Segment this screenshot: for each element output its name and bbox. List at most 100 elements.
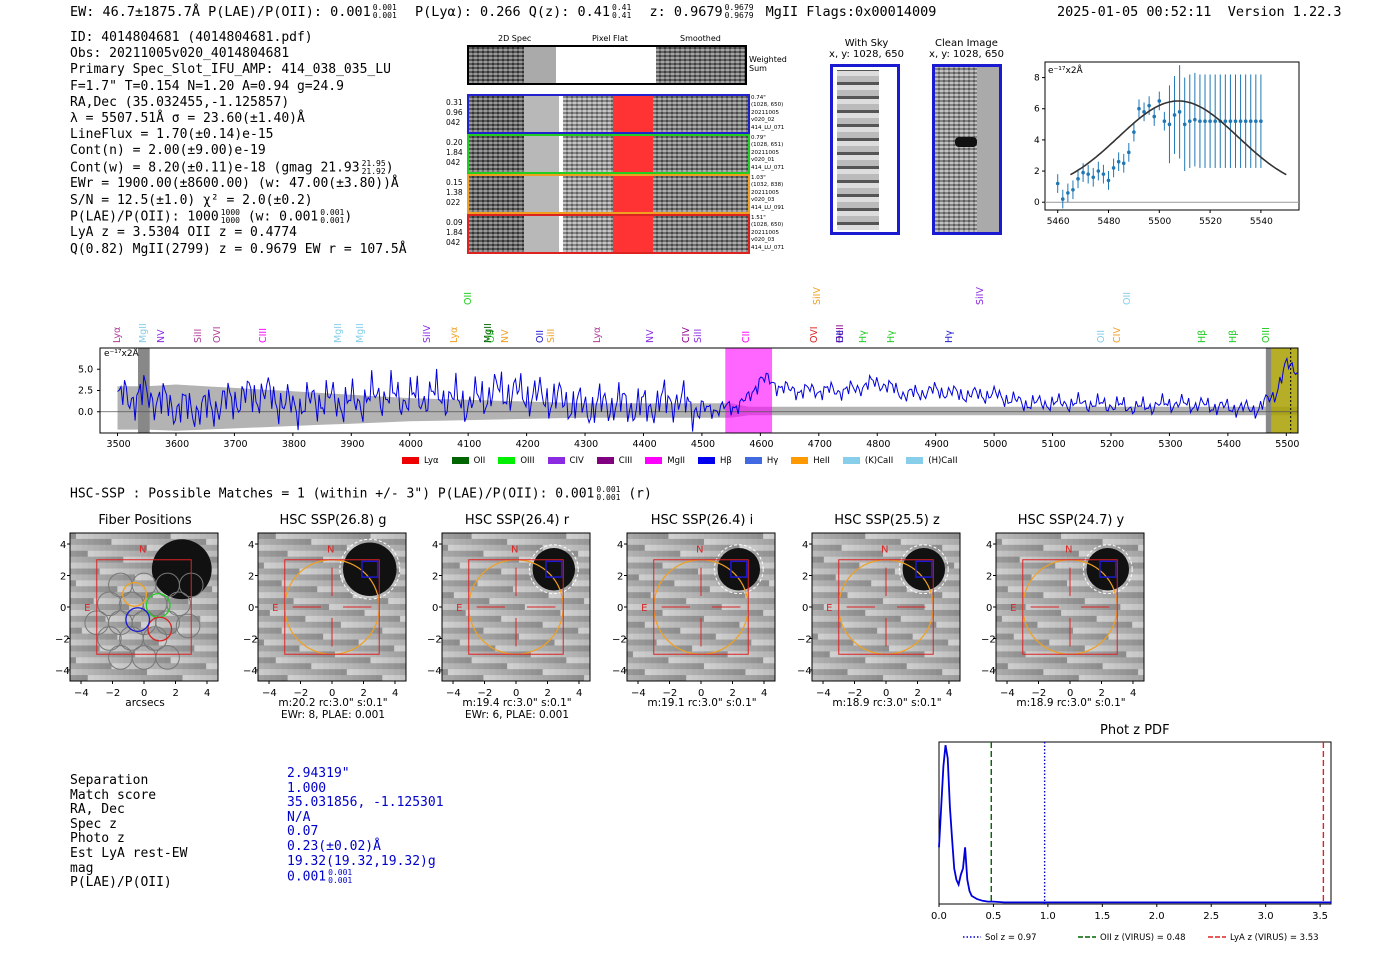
hsc-pixel	[1061, 580, 1068, 587]
hsc-pixel	[75, 562, 83, 570]
hsc-pixel	[578, 645, 585, 652]
hsc-pixel	[75, 675, 83, 682]
hsc-pixel	[358, 538, 366, 546]
hsc-pixel	[1114, 663, 1121, 670]
hsc-pixel	[269, 663, 277, 670]
hsc-pixel	[888, 574, 896, 581]
hsc-pixel	[548, 615, 555, 623]
hsc-pixel	[358, 633, 366, 641]
hsc-pixel	[489, 621, 496, 629]
hsc-pixel	[358, 609, 366, 617]
hsc-pixel	[894, 544, 902, 552]
hsc-pixel	[507, 544, 514, 552]
hsc-pixel	[692, 586, 699, 593]
hsc-pixel	[334, 592, 342, 599]
hsc-pixel	[81, 533, 89, 540]
hsc-pixel	[948, 556, 955, 564]
hsc-pixel	[865, 550, 872, 558]
hsc-pixel	[883, 645, 890, 652]
hsc-pixel	[548, 627, 555, 635]
hsc-pixel	[70, 533, 77, 540]
hsc-pixel	[632, 615, 640, 623]
hsc-pixel	[453, 550, 461, 558]
hsc-pixel	[1132, 615, 1139, 623]
hsc-pixel	[518, 645, 526, 652]
hsc-pixel	[129, 675, 136, 682]
hsc-pixel	[93, 550, 101, 558]
hsc-pixel	[542, 592, 550, 599]
hsc-pixel	[293, 645, 300, 652]
hsc-pixel	[152, 633, 160, 641]
cutout-pixelflat	[563, 216, 613, 252]
hsc-pixel	[1120, 604, 1127, 611]
hsc-pixel	[662, 568, 669, 575]
hsc-pixel	[370, 657, 377, 664]
hsc-pixel	[1025, 615, 1033, 623]
hsc-pixel	[644, 609, 652, 617]
hsc-pixel	[1096, 533, 1104, 540]
hsc-pixel	[888, 663, 896, 670]
hsc-pixel	[1061, 598, 1068, 605]
hsc-pixel	[400, 627, 407, 635]
hsc-pixel	[1120, 663, 1127, 670]
hsc-pixel	[1001, 627, 1009, 635]
hsc-pixel	[305, 580, 312, 587]
hsc-pixel	[1037, 574, 1044, 581]
hsc-pixel	[912, 609, 920, 617]
hsc-pixel	[176, 633, 183, 641]
hsc-pixel	[709, 533, 717, 540]
hsc-pixel	[311, 633, 318, 641]
hsc-pixel	[769, 533, 776, 540]
hsc-pixel	[584, 550, 591, 558]
hsc-pixel	[823, 562, 831, 570]
hsc-pixel	[477, 533, 484, 540]
hsc-pixel	[501, 621, 508, 629]
hsc-pixel	[829, 550, 837, 558]
hsc-pixel	[334, 669, 342, 676]
hsc-pixel	[578, 663, 585, 670]
hsc-pixel	[340, 580, 348, 587]
hsc-pixel	[442, 663, 449, 670]
hsc-pixel	[578, 675, 585, 682]
hsc-pixel	[709, 562, 717, 570]
hsc-pixel	[871, 657, 878, 664]
hsc-pixel	[1031, 633, 1038, 641]
hsc-pixel	[447, 562, 455, 570]
hsc-pixel	[135, 669, 142, 676]
legend-swatch	[547, 457, 565, 464]
cutout-divider	[559, 216, 563, 252]
hsc-pixel	[954, 568, 961, 575]
hsc-pixel	[757, 568, 764, 575]
hsc-pixel	[117, 592, 124, 599]
hsc-pixel	[692, 604, 699, 611]
hsc-pixel	[358, 639, 366, 646]
hsc-pixel	[1037, 538, 1044, 546]
hsc-pixel	[99, 562, 107, 570]
hsc-pixel	[936, 621, 943, 629]
hsc-pixel	[447, 544, 455, 552]
hsc-pixel	[668, 562, 675, 570]
hsc-pixel	[87, 592, 95, 599]
hsc-pixel	[829, 675, 837, 682]
spectrum-mgii-band	[725, 348, 773, 433]
hsc-pixel	[1037, 639, 1044, 646]
hsc-pixel	[584, 586, 591, 593]
hsc-pixel	[1013, 645, 1021, 652]
hsc-pixel	[394, 675, 401, 682]
hsc-pixel	[495, 627, 502, 635]
hsc-pixel	[299, 645, 306, 652]
zoom-point	[1076, 177, 1080, 181]
hsc-pixel	[188, 657, 195, 664]
hsc-pixel	[692, 533, 699, 540]
hsc-pixel	[334, 544, 342, 552]
hsc-pixel	[918, 544, 925, 552]
hsc-pixel	[1049, 550, 1056, 558]
hsc-pixel	[1126, 556, 1133, 564]
hsc-pixel	[388, 669, 395, 676]
hsc-pixel	[388, 651, 395, 658]
hsc-pixel	[1096, 592, 1104, 599]
hsc-pixel	[358, 669, 366, 676]
hsc-pixel	[329, 657, 336, 664]
hsc-pixel	[346, 627, 354, 635]
hsc-pixel	[638, 675, 646, 682]
